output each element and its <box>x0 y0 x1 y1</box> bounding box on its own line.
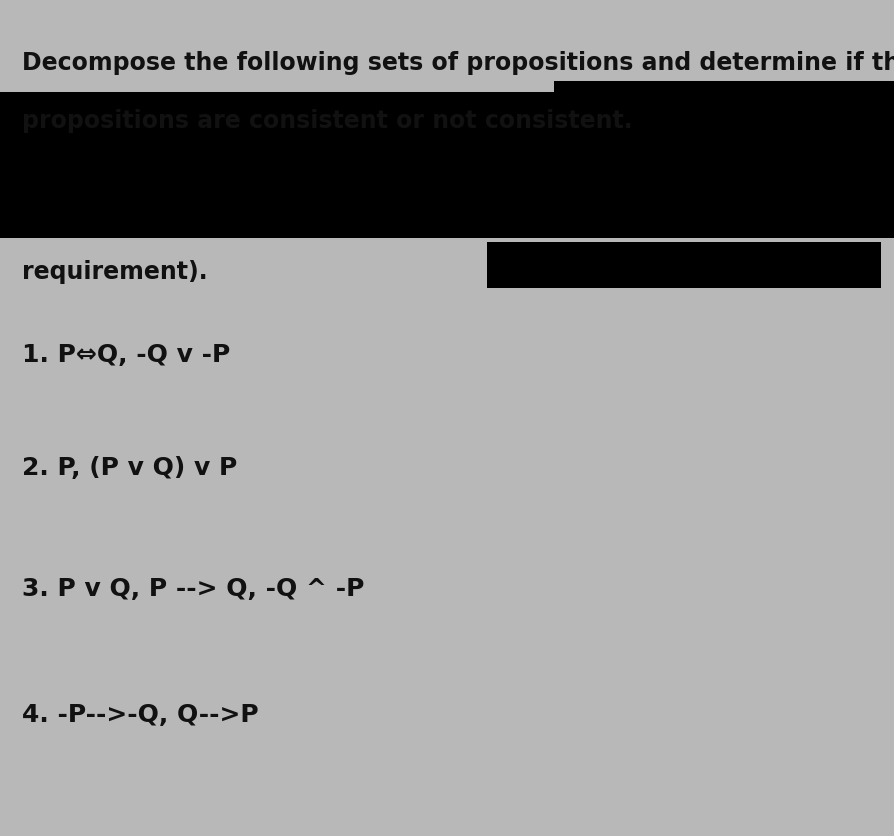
Text: 2. P, (P v Q) v P: 2. P, (P v Q) v P <box>22 456 238 480</box>
Bar <box>554 81 894 135</box>
Text: 3. P v Q, P --> Q, -Q ^ -P: 3. P v Q, P --> Q, -Q ^ -P <box>22 578 365 601</box>
Bar <box>487 242 881 288</box>
Text: 1. P⇔Q, -Q v -P: 1. P⇔Q, -Q v -P <box>22 344 231 367</box>
Text: propositions are consistent or not consistent.: propositions are consistent or not consi… <box>22 110 641 133</box>
Text: Decompose the following sets of propositions and determine if the: Decompose the following sets of proposit… <box>22 51 894 74</box>
Bar <box>0 92 894 238</box>
Text: requirement).: requirement). <box>22 260 208 283</box>
Text: 4. -P-->-Q, Q-->P: 4. -P-->-Q, Q-->P <box>22 703 259 726</box>
